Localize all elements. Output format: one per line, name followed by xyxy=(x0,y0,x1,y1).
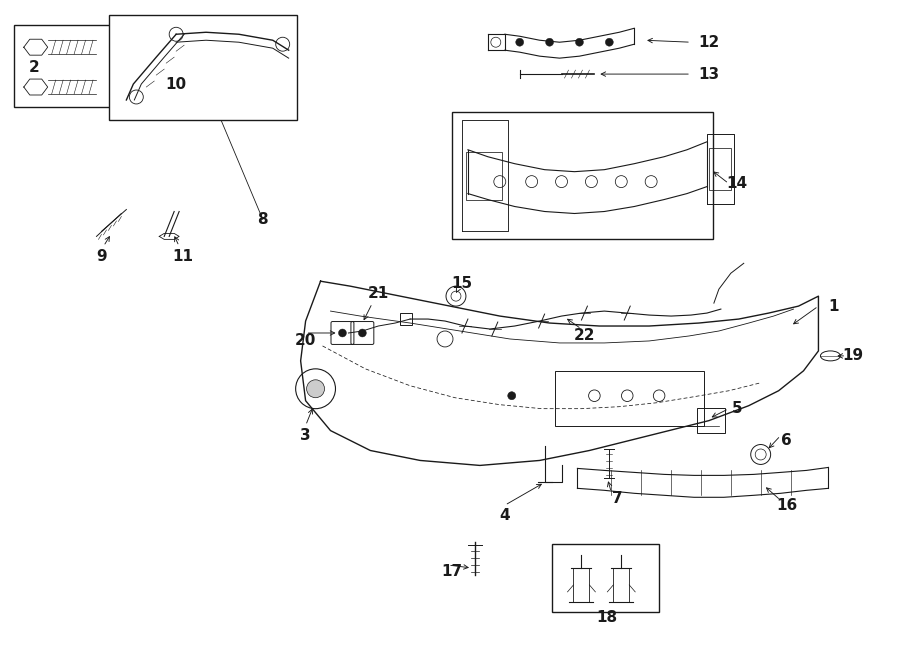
Circle shape xyxy=(307,380,325,398)
FancyBboxPatch shape xyxy=(552,544,659,612)
Bar xyxy=(554,371,704,426)
FancyBboxPatch shape xyxy=(14,25,119,107)
Text: 7: 7 xyxy=(612,490,623,506)
Text: 1: 1 xyxy=(828,299,839,313)
FancyBboxPatch shape xyxy=(452,112,713,239)
Text: 11: 11 xyxy=(173,249,194,264)
Text: 6: 6 xyxy=(781,433,792,448)
Bar xyxy=(400,313,412,325)
Text: 5: 5 xyxy=(732,401,742,416)
Text: 14: 14 xyxy=(726,176,747,191)
Circle shape xyxy=(358,329,366,337)
Polygon shape xyxy=(578,467,828,497)
Polygon shape xyxy=(301,281,818,465)
Text: 20: 20 xyxy=(295,333,316,348)
Text: 9: 9 xyxy=(96,249,107,264)
Text: 4: 4 xyxy=(500,508,510,523)
Circle shape xyxy=(606,38,613,46)
FancyBboxPatch shape xyxy=(110,15,297,120)
Text: 15: 15 xyxy=(452,276,472,291)
Circle shape xyxy=(575,38,583,46)
Text: 22: 22 xyxy=(573,329,595,344)
Bar xyxy=(709,148,731,190)
Circle shape xyxy=(338,329,346,337)
Text: 17: 17 xyxy=(441,564,463,580)
Circle shape xyxy=(516,38,524,46)
Bar xyxy=(466,152,502,200)
Circle shape xyxy=(508,392,516,400)
Text: 8: 8 xyxy=(257,212,268,227)
Text: 18: 18 xyxy=(597,610,618,625)
Bar xyxy=(697,408,724,432)
Text: 10: 10 xyxy=(166,77,186,91)
Text: 12: 12 xyxy=(698,35,719,50)
Text: 13: 13 xyxy=(698,67,719,81)
Text: 21: 21 xyxy=(368,286,389,301)
Text: 2: 2 xyxy=(29,59,39,75)
Text: 16: 16 xyxy=(776,498,797,513)
Circle shape xyxy=(545,38,554,46)
Text: 3: 3 xyxy=(301,428,310,443)
Text: 19: 19 xyxy=(842,348,864,364)
